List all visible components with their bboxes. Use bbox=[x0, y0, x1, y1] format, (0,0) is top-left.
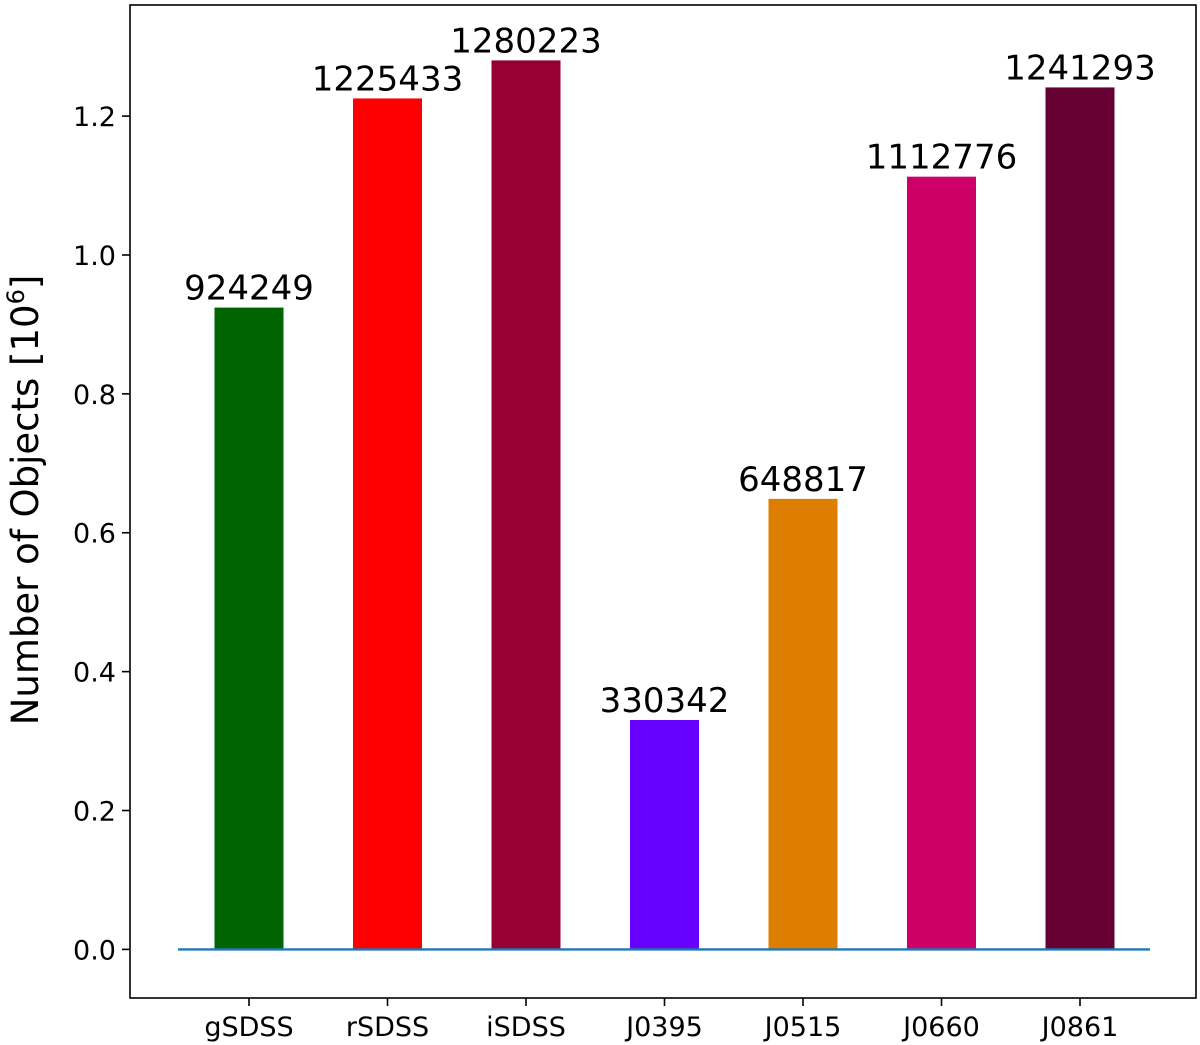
value-label-J0660: 1112776 bbox=[866, 138, 1017, 178]
bar-J0861 bbox=[1045, 87, 1115, 950]
bar-J0515 bbox=[768, 498, 838, 950]
value-label-J0515: 648817 bbox=[738, 460, 868, 500]
plot-frame bbox=[129, 4, 1197, 999]
y-tick-label: 0.4 bbox=[73, 658, 116, 689]
x-tick-label-J0861: J0861 bbox=[1040, 1012, 1119, 1043]
x-axis-ticks: gSDSS rSDSS iSDSS J0395 J0515 J0660 J0861 bbox=[204, 998, 1118, 1043]
x-tick-label-J0515: J0515 bbox=[763, 1012, 842, 1043]
x-tick-label-J0660: J0660 bbox=[901, 1012, 980, 1043]
x-tick-label-rSDSS: rSDSS bbox=[346, 1012, 429, 1043]
x-tick-label-iSDSS: iSDSS bbox=[486, 1012, 566, 1043]
x-tick-label-gSDSS: gSDSS bbox=[204, 1012, 293, 1043]
y-axis-title: Number of Objects [106] bbox=[2, 275, 47, 726]
value-label-iSDSS: 1280223 bbox=[450, 21, 601, 61]
y-axis-title-suffix: ] bbox=[4, 275, 47, 289]
value-label-J0395: 330342 bbox=[600, 681, 730, 721]
x-tick-label-J0395: J0395 bbox=[624, 1012, 703, 1043]
y-tick-label: 0.8 bbox=[73, 380, 116, 411]
bar-J0395 bbox=[630, 720, 699, 950]
y-tick-label: 0.0 bbox=[73, 935, 116, 966]
y-axis-title-text: Number of Objects [10 bbox=[4, 304, 47, 725]
value-label-gSDSS: 924249 bbox=[184, 269, 314, 309]
y-tick-label: 0.2 bbox=[73, 797, 116, 828]
bar-iSDSS bbox=[491, 60, 561, 950]
y-tick-label: 1.0 bbox=[73, 241, 116, 272]
y-axis-title-superscript: 6 bbox=[2, 289, 30, 304]
bar-gSDSS bbox=[214, 307, 284, 950]
y-tick-label: 1.2 bbox=[73, 102, 116, 133]
y-tick-label: 0.6 bbox=[73, 519, 116, 550]
value-label-J0861: 1241293 bbox=[1004, 48, 1155, 88]
value-label-rSDSS: 1225433 bbox=[312, 59, 463, 99]
bar-J0660 bbox=[907, 176, 976, 950]
y-axis-ticks: 0.0 0.2 0.4 0.6 0.8 1.0 1.2 bbox=[73, 102, 130, 966]
bars-group bbox=[214, 60, 1115, 950]
bar-rSDSS bbox=[353, 98, 422, 950]
